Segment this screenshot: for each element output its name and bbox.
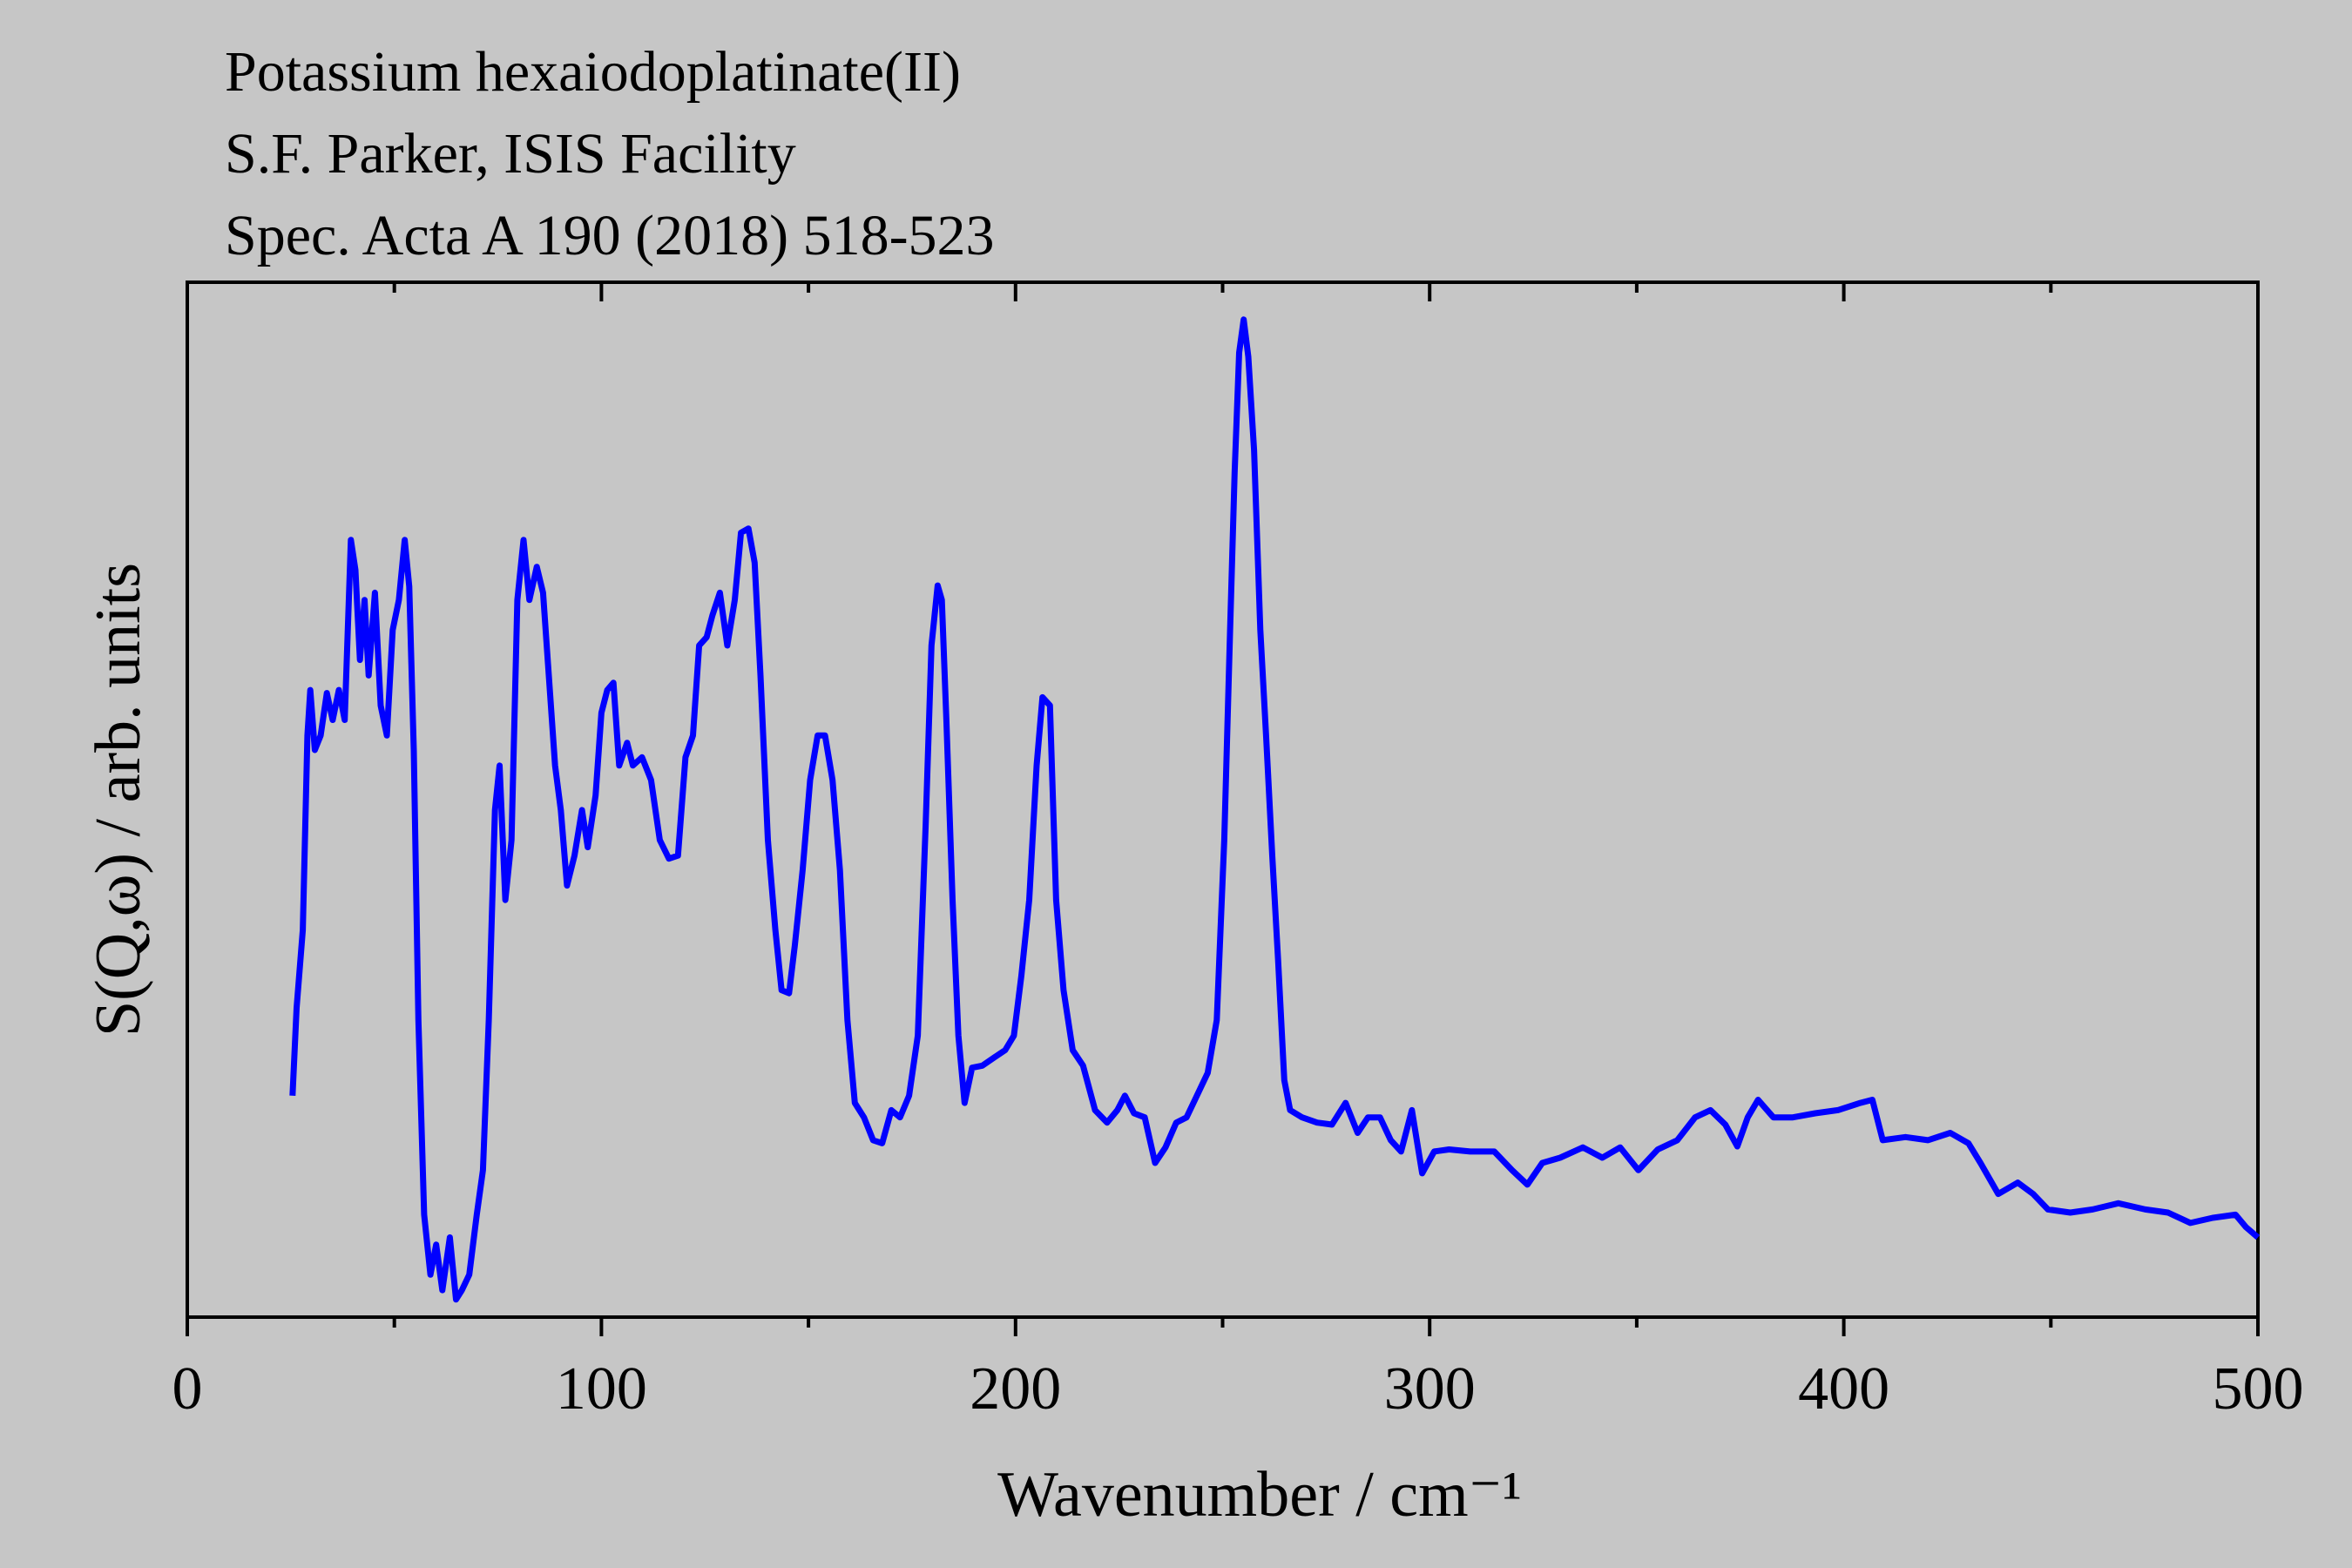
x-tick-label: 300 [1384,1355,1476,1423]
spectrum-line [289,316,2261,1303]
x-tick-label: 0 [172,1355,203,1423]
x-tick-label: 200 [970,1355,1061,1423]
x-axis-label: Wavenumber / cm⁻¹ [997,1459,1522,1531]
chart-title: Potassium hexaiodoplatinate(II) [225,40,961,104]
y-axis-label: S(Q,ω) / arb. units [83,563,154,1037]
x-tick-label: 500 [2213,1355,2304,1423]
chart-subtitle: Spec. Acta A 190 (2018) 518-523 [225,204,995,267]
x-tick-label: 100 [556,1355,647,1423]
x-tick-label: 400 [1798,1355,1889,1423]
chart-subtitle: S.F. Parker, ISIS Facility [225,122,796,186]
